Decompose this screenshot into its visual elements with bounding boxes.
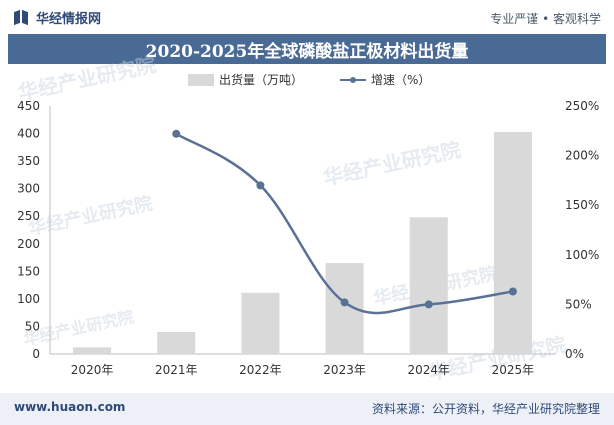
growth-point xyxy=(256,181,265,190)
x-tick-label: 2024年 xyxy=(407,363,450,377)
growth-line xyxy=(175,132,514,315)
bar-2021年 xyxy=(157,331,196,354)
axes-layer xyxy=(49,106,555,355)
brand-name: 华经情报网 xyxy=(36,12,102,27)
watermark-layer: 华经产业研究院华经产业研究院华经产业研究院华经产业研究院华经产业研究院华经产业研… xyxy=(16,52,568,385)
left-y-tick-label: 100 xyxy=(17,292,40,306)
right-y-tick-label: 150% xyxy=(565,198,599,212)
tagline: 专业严谨 • 客观科学 xyxy=(490,12,601,26)
growth-point xyxy=(172,129,181,138)
left-y-tick-label: 300 xyxy=(17,182,40,196)
bar-series xyxy=(73,131,532,354)
right-y-tick-label: 50% xyxy=(565,297,592,311)
right-y-tick-label: 100% xyxy=(565,248,599,262)
legend-item-shipments: 出货量（万吨） xyxy=(188,71,303,88)
x-tick-label: 2021年 xyxy=(155,363,198,377)
chart-legend: 出货量（万吨） 增速（%） xyxy=(0,71,614,91)
left-y-tick-label: 400 xyxy=(17,127,40,141)
legend-item-growth: 增速（%） xyxy=(340,71,430,88)
x-tick-label: 2023年 xyxy=(323,363,366,377)
left-y-axis-ticks: 0 50 100 150 200 250 300 350 400 450 xyxy=(17,99,40,361)
watermark-text: 华经产业研究院 xyxy=(16,52,158,105)
bar-2024年 xyxy=(409,217,448,354)
growth-point xyxy=(424,300,433,309)
footer: www.huaon.com 资料来源：公开资料，华经产业研究院整理 xyxy=(0,393,614,425)
bar-2022年 xyxy=(241,292,280,354)
left-y-tick-label: 350 xyxy=(17,154,40,168)
left-y-tick-label: 250 xyxy=(17,209,40,223)
bar-2025年 xyxy=(493,131,532,354)
chart-title-bar: 2020-2025年全球磷酸盐正极材料出货量 xyxy=(8,34,606,64)
legend-bar-swatch xyxy=(188,73,214,86)
x-axis-ticks: 2020年 2021年 2022年 2023年 2024年 2025年 xyxy=(71,363,534,377)
x-tick-label: 2020年 xyxy=(71,363,114,377)
right-y-tick-label: 200% xyxy=(565,149,599,163)
legend-line-label: 增速（%） xyxy=(371,73,431,87)
x-tick-label: 2022年 xyxy=(239,363,282,377)
growth-point xyxy=(340,298,349,307)
x-tick-label: 2025年 xyxy=(492,363,535,377)
data-source: 资料来源：公开资料，华经产业研究院整理 xyxy=(371,402,600,416)
right-y-axis-ticks: 0% 50% 100% 150% 200% 250% xyxy=(565,99,599,361)
chart-title: 2020-2025年全球磷酸盐正极材料出货量 xyxy=(145,41,469,62)
left-y-tick-label: 150 xyxy=(17,264,40,278)
bar-2020年 xyxy=(73,347,112,354)
watermark-text: 华经产业研究院 xyxy=(26,192,154,240)
right-y-tick-label: 0% xyxy=(565,347,584,361)
left-y-tick-label: 50 xyxy=(25,319,40,333)
brand[interactable]: 华经情报网 xyxy=(14,8,101,27)
website-link[interactable]: www.huaon.com xyxy=(14,400,126,414)
right-y-tick-label: 250% xyxy=(565,99,599,113)
left-y-tick-label: 200 xyxy=(17,237,40,251)
watermark-text: 华经产业研究院 xyxy=(321,137,463,190)
left-y-tick-label: 0 xyxy=(32,347,40,361)
growth-line-series xyxy=(172,129,517,315)
chart-svg: 华经产业研究院华经产业研究院华经产业研究院华经产业研究院华经产业研究院华经产业研… xyxy=(16,52,599,385)
legend-bar-label: 出货量（万吨） xyxy=(219,73,304,87)
top-bar: 华经情报网 专业严谨 • 客观科学 xyxy=(0,0,614,34)
legend-line-swatch xyxy=(340,74,366,86)
left-y-tick-label: 450 xyxy=(17,99,40,113)
growth-point xyxy=(508,287,517,296)
